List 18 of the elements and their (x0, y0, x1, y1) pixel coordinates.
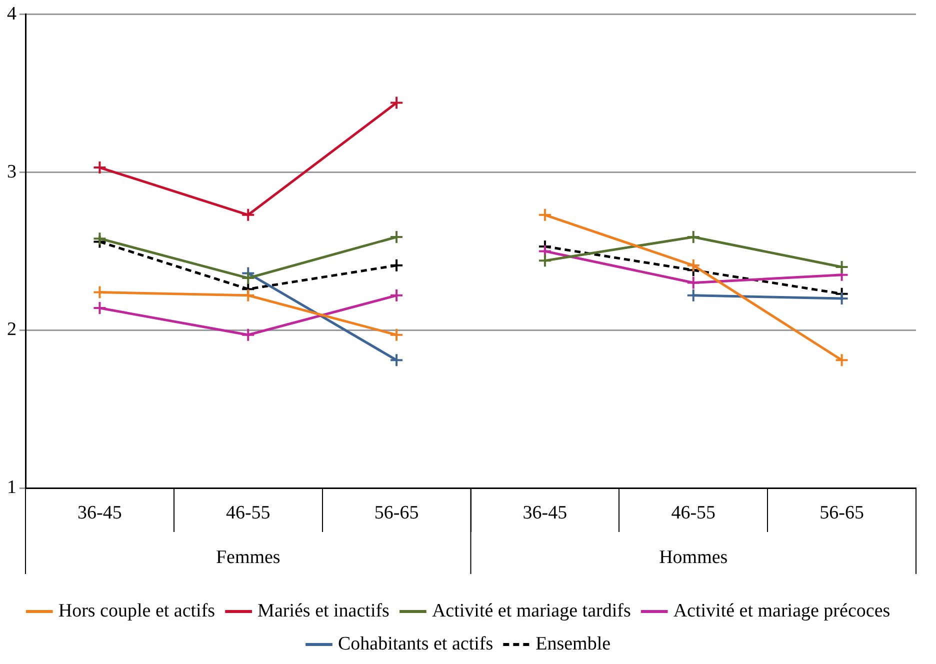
text: Hommes (659, 546, 728, 568)
legend-label: Ensemble (536, 633, 611, 654)
x-tick-label: 36-45 (78, 502, 122, 524)
x-tick-label: 56-65 (374, 502, 419, 524)
legend-label: Mariés et inactifs (258, 600, 390, 622)
y-tick-label: 2 (7, 319, 16, 340)
legend-label: Hors couple et actifs (58, 600, 216, 622)
y-tick-label: 4 (7, 3, 17, 24)
x-tick-label: 56-65 (820, 502, 864, 524)
legend-label: Cohabitants et actifs (338, 633, 494, 654)
x-tick-label: 46-55 (671, 502, 716, 524)
legend-label: Activité et mariage précoces (673, 600, 890, 622)
y-tick-label: 1 (7, 476, 16, 498)
x-tick-label: 46-55 (226, 502, 270, 524)
legend-label: Activité et mariage tardifs (432, 600, 631, 622)
text: Femmes (216, 546, 280, 568)
y-tick-label: 3 (7, 161, 16, 182)
x-tick-label: 36-45 (522, 502, 568, 524)
